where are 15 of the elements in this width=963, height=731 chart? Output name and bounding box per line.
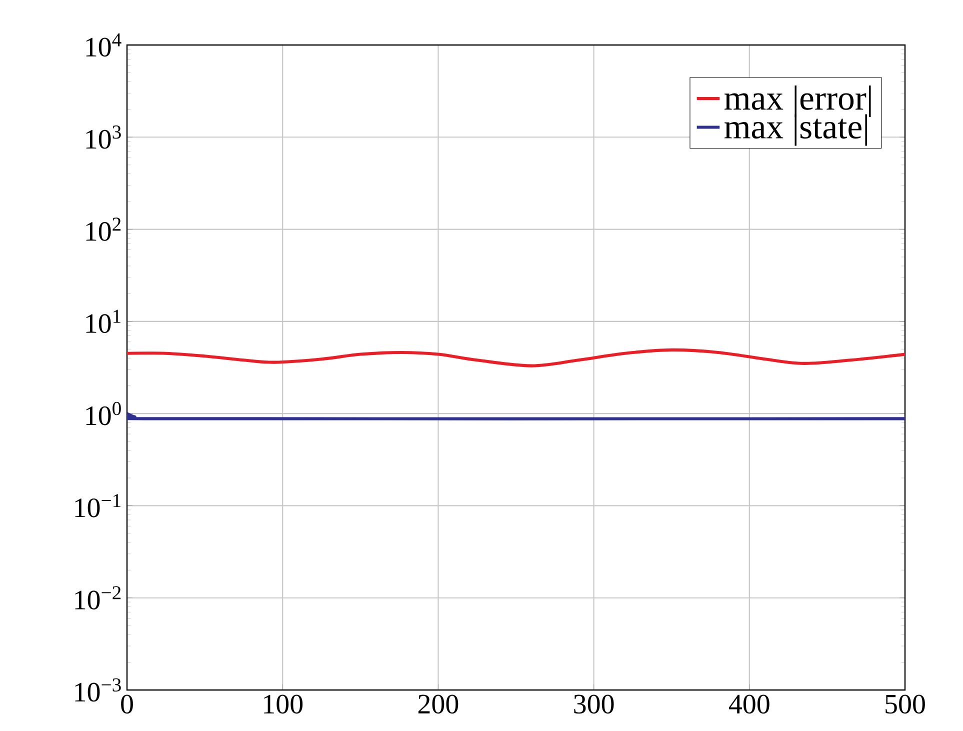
y-tick-label: 10$^{2}$ xyxy=(86,218,121,241)
x-tick-label: 100 xyxy=(264,694,303,714)
y-tick-label: 10$^{−2}$ xyxy=(75,586,121,610)
y-tick-label: 10$^{3}$ xyxy=(86,126,121,149)
x-tick-label: 300 xyxy=(574,694,614,714)
y-tick-label: 10$^{1}$ xyxy=(86,310,120,334)
y-tick-label: 10$^{−1}$ xyxy=(75,494,120,518)
y-tick-label: 10$^{−3}$ xyxy=(75,678,121,702)
x-tick-label: 500 xyxy=(886,694,925,714)
y-tick-label: 10$^{0}$ xyxy=(86,402,121,426)
x-tick-label: 400 xyxy=(728,694,770,714)
line-series xyxy=(127,348,905,368)
x-tick-label: 200 xyxy=(418,694,458,714)
x-tick-label: 0 xyxy=(121,694,133,714)
y-tick-label: 10$^{4}$ xyxy=(86,33,122,57)
